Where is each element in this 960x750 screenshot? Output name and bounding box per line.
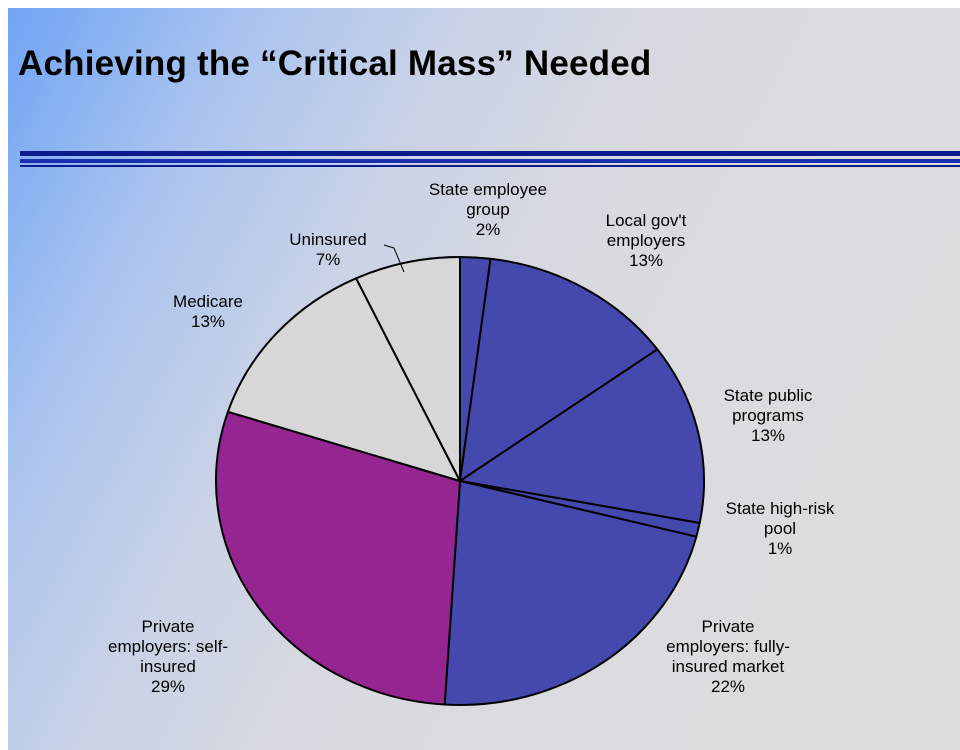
slice-label-line: State public <box>724 386 813 405</box>
slice-label-line: Private <box>702 617 755 636</box>
slice-label-line: State employee <box>429 180 547 199</box>
slice-label-line: State high-risk <box>726 499 835 518</box>
slice-label-line: 13% <box>751 426 785 445</box>
slice-label-line: insured <box>140 657 196 676</box>
slice-label-line: 22% <box>711 677 745 696</box>
pie-slice-7 <box>226 277 461 482</box>
slide: Achieving the “Critical Mass” Needed Sta… <box>8 8 960 750</box>
slice-label-line: employers <box>607 231 685 250</box>
title-rule <box>20 151 960 175</box>
slice-label: Medicare 13% <box>173 292 243 331</box>
slice-label-line: Private <box>142 617 195 636</box>
slice-label: Local gov't employers 13% <box>606 211 687 270</box>
pie-slice-8 <box>355 256 461 482</box>
slice-label: State high-risk pool 1% <box>726 499 835 558</box>
rule-band-thin <box>20 165 960 167</box>
slice-label-line: group <box>466 200 509 219</box>
pie-slice-5 <box>443 480 698 706</box>
slice-label-line: pool <box>764 519 796 538</box>
slice-label: Private employers: fully-insured market 22… <box>666 617 790 696</box>
pie-chart: State employee group 2% Local gov't employer… <box>108 180 835 706</box>
slice-label-line: 13% <box>191 312 225 331</box>
pie-slice-2 <box>459 257 659 482</box>
slice-label-line: 1% <box>768 539 793 558</box>
slice-label-line: 2% <box>476 220 501 239</box>
slice-label-line: insured market <box>672 657 785 676</box>
slice-label-line: 29% <box>151 677 185 696</box>
slice-label: Uninsured 7% <box>289 230 367 269</box>
slice-label-line: employers: fully- <box>666 637 790 656</box>
slice-label: State employee group 2% <box>429 180 547 239</box>
slice-label-line: employers: self- <box>108 637 228 656</box>
rule-band-middle <box>20 159 960 163</box>
slice-label: Private employers: self-insured 29% <box>108 617 228 696</box>
slice-label-line: Medicare <box>173 292 243 311</box>
slide-title: Achieving the “Critical Mass” Needed <box>18 44 652 83</box>
slice-label-line: programs <box>732 406 804 425</box>
pie-slice-3 <box>459 348 705 524</box>
leader-line <box>383 244 405 273</box>
slice-label-line: Uninsured <box>289 230 367 249</box>
slice-label: State public programs 13% <box>724 386 813 445</box>
slice-label-line: 7% <box>316 250 341 269</box>
pie-slice-6 <box>214 410 461 706</box>
slice-label-line: 13% <box>629 251 663 270</box>
slice-label-line: Local gov't <box>606 211 687 230</box>
rule-band-thick <box>20 151 960 156</box>
